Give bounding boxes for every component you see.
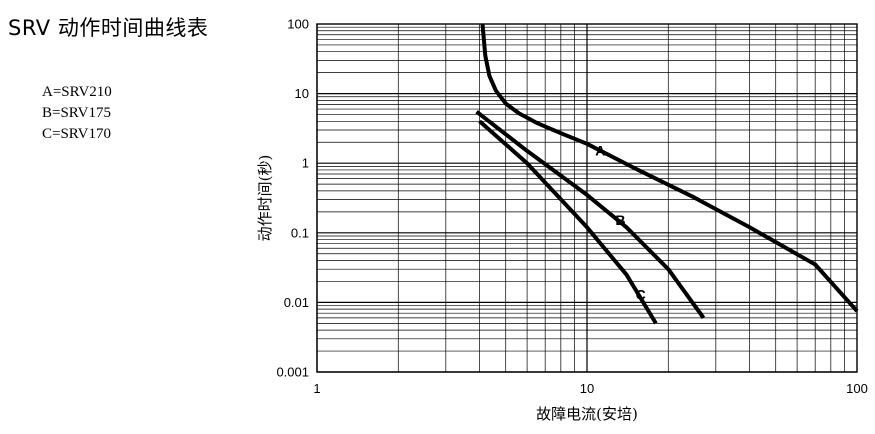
- curve-labels: A B C: [595, 142, 645, 302]
- curve-label-a: A: [595, 142, 605, 158]
- curve-label-c: C: [636, 287, 646, 303]
- y-tick-label: 0.01: [284, 295, 309, 310]
- legend-item-b: B=SRV175: [42, 105, 111, 121]
- y-axis-label: 动作时间(秒): [256, 155, 274, 242]
- y-tick-label: 1: [302, 156, 309, 171]
- plot-frame: [316, 23, 858, 373]
- y-tick-label: 0.001: [276, 365, 309, 380]
- y-tick-label: 100: [287, 17, 309, 32]
- y-tick-label: 0.1: [291, 225, 309, 240]
- x-tick-label: 100: [846, 381, 868, 396]
- page-title: SRV 动作时间曲线表: [8, 16, 209, 40]
- x-tick-label: 10: [580, 381, 594, 396]
- x-axis-label: 故障电流(安培): [536, 405, 638, 423]
- curves: [475, 23, 859, 325]
- legend-item-c: C=SRV170: [42, 126, 111, 142]
- tick-labels: 1 10 100 0.001 0.01 0.1 1 10 100: [276, 17, 867, 397]
- curve-c: [478, 119, 658, 325]
- legend-item-a: A=SRV210: [42, 84, 112, 100]
- model-legend: A=SRV210 B=SRV175 C=SRV170: [42, 82, 112, 145]
- curve-a: [480, 23, 859, 313]
- x-tick-label: 1: [313, 381, 320, 396]
- y-tick-label: 10: [295, 86, 309, 101]
- curve-label-b: B: [615, 212, 625, 228]
- curve-b: [475, 110, 706, 319]
